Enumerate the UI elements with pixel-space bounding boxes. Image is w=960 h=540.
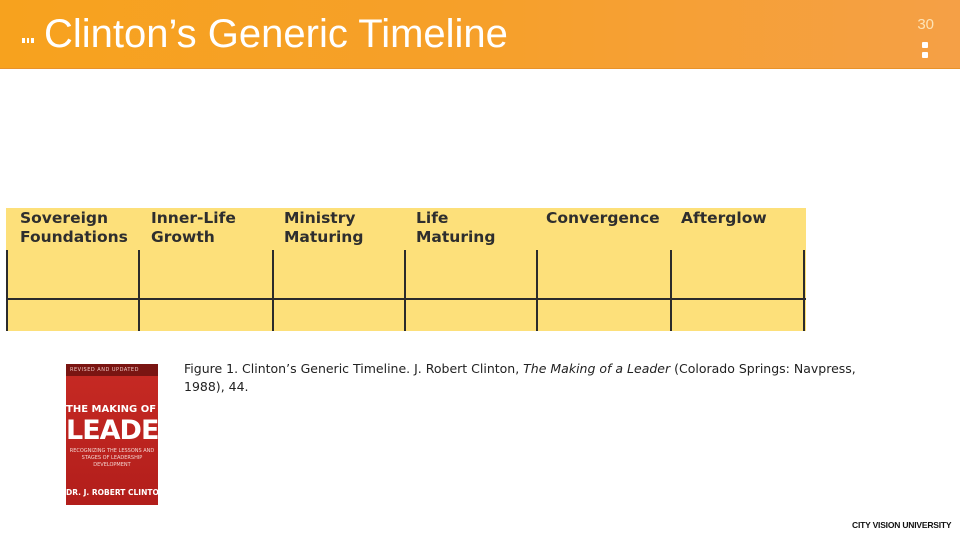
timeline-divider [6, 250, 8, 331]
book-top-banner: REVISED AND UPDATED [66, 364, 158, 376]
book-top-banner-text: REVISED AND UPDATED [70, 367, 139, 373]
book-author: DR. J. ROBERT CLINTON [66, 488, 158, 497]
generic-timeline: Sovereign Foundations Inner-Life Growth … [6, 208, 806, 331]
timeline-divider [670, 250, 672, 331]
phase-label-afterglow: Afterglow [681, 209, 767, 227]
book-title-line1: THE MAKING OF A [66, 404, 158, 415]
caption-prefix: Figure 1. Clinton’s Generic Timeline. J.… [184, 361, 524, 376]
phase-label-sovereign-foundations: Sovereign Foundations [20, 209, 128, 246]
city-vision-university-logo: CITY VISION UNIVERSITY [852, 520, 952, 530]
timeline-headers: Sovereign Foundations Inner-Life Growth … [6, 208, 806, 250]
phase-label-inner-life-growth: Inner-Life Growth [151, 209, 236, 246]
timeline-divider [272, 250, 274, 331]
timeline-divider [404, 250, 406, 331]
book-subtitle: RECOGNIZING THE LESSONS AND STAGES OF LE… [69, 448, 155, 468]
menu-dots-icon[interactable] [922, 42, 930, 62]
timeline-grid [6, 250, 806, 331]
caption-suffix: (Colorado Springs: Navpress, 1988), 44. [184, 361, 856, 394]
book-title-line2: LEADER [66, 415, 158, 446]
title-bar: Clinton’s Generic Timeline 30 [0, 0, 960, 69]
figure-caption: Figure 1. Clinton’s Generic Timeline. J.… [184, 360, 864, 396]
caption-book-title: The Making of a Leader [523, 361, 671, 376]
phase-label-convergence: Convergence [546, 209, 660, 227]
title-bullet-icon [22, 38, 35, 44]
slide-title: Clinton’s Generic Timeline [44, 12, 508, 56]
timeline-divider [138, 250, 140, 331]
timeline-axis-line [6, 298, 806, 300]
book-cover-image: REVISED AND UPDATED THE MAKING OF A LEAD… [66, 364, 158, 505]
timeline-divider [536, 250, 538, 331]
phase-label-life-maturing: Life Maturing [416, 209, 496, 246]
phase-label-ministry-maturing: Ministry Maturing [284, 209, 364, 246]
timeline-divider [803, 250, 805, 331]
page-number: 30 [917, 16, 934, 33]
